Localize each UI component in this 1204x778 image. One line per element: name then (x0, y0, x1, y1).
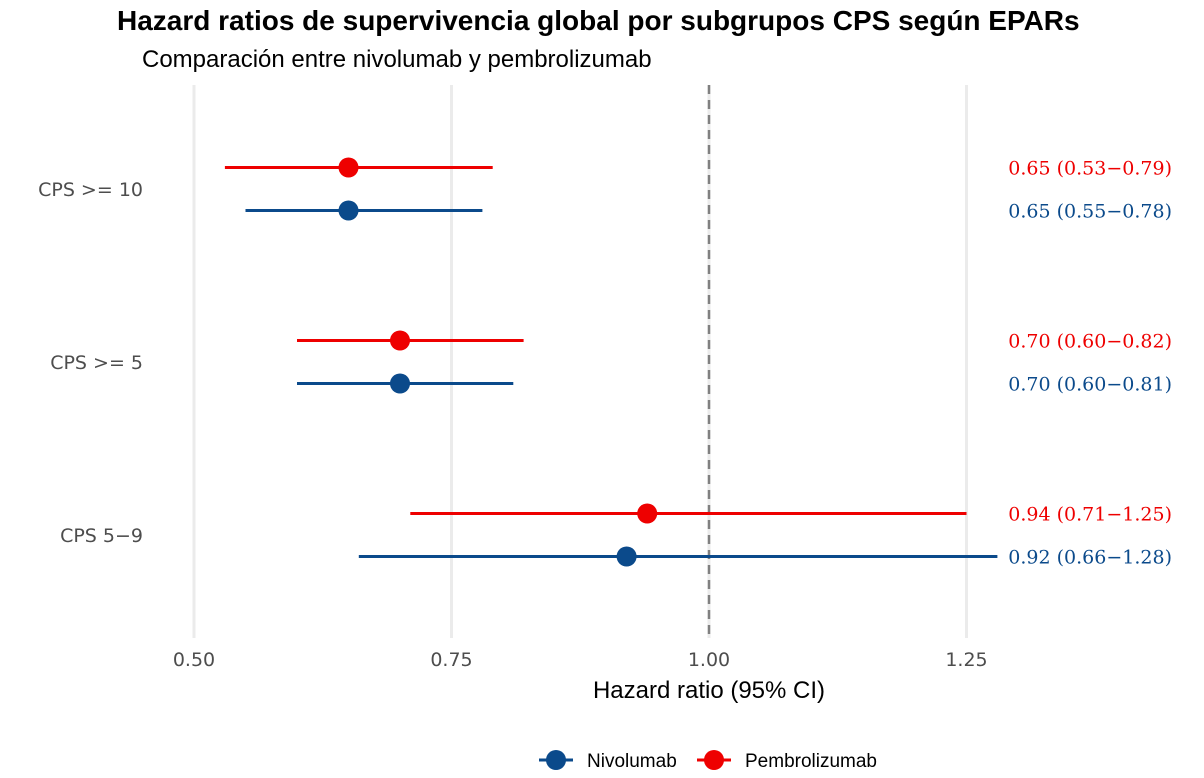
nivolumab-annotation: 0.70 (0.60−0.81) (1008, 374, 1172, 396)
pembrolizumab-annotation: 0.70 (0.60−0.82) (1008, 331, 1172, 353)
nivolumab-point (338, 200, 359, 221)
chart-subtitle: Comparación entre nivolumab y pembrolizu… (142, 46, 652, 73)
legend-label-nivolumab: Nivolumab (587, 751, 677, 772)
legend-key-nivolumab (546, 750, 566, 770)
pembrolizumab-point (390, 330, 410, 351)
nivolumab-annotation: 0.65 (0.55−0.78) (1008, 201, 1172, 223)
x-axis-ticks: 0.50 0.75 1.00 1.25 (173, 649, 988, 671)
category-labels: CPS >= 10 CPS >= 5 CPS 5−9 (38, 179, 143, 547)
legend: Nivolumab Pembrolizumab (539, 750, 877, 772)
x-tick-label: 1.00 (688, 649, 730, 671)
data-marks (224, 157, 998, 567)
nivolumab-point (390, 373, 410, 394)
nivolumab-annotation: 0.92 (0.66−1.28) (1008, 547, 1172, 569)
legend-key-pembrolizumab (704, 750, 724, 770)
legend-label-pembrolizumab: Pembrolizumab (745, 751, 877, 772)
nivolumab-point (616, 546, 637, 567)
x-tick-label: 0.75 (430, 649, 472, 671)
pembrolizumab-point (637, 503, 658, 524)
category-label: CPS >= 10 (38, 179, 143, 201)
pembrolizumab-annotation: 0.94 (0.71−1.25) (1008, 504, 1172, 526)
x-tick-label: 1.25 (945, 649, 987, 671)
x-tick-label: 0.50 (173, 649, 215, 671)
category-label: CPS 5−9 (60, 525, 143, 547)
category-label: CPS >= 5 (50, 352, 143, 374)
pembrolizumab-point (338, 157, 359, 178)
x-axis-label: Hazard ratio (95% CI) (593, 677, 825, 704)
pembrolizumab-annotation: 0.65 (0.53−0.79) (1008, 158, 1172, 180)
value-annotations: 0.65 (0.53−0.79) 0.70 (0.60−0.82) 0.94 (0.… (1008, 158, 1172, 569)
chart-title: Hazard ratios de supervivencia global po… (117, 5, 1080, 36)
